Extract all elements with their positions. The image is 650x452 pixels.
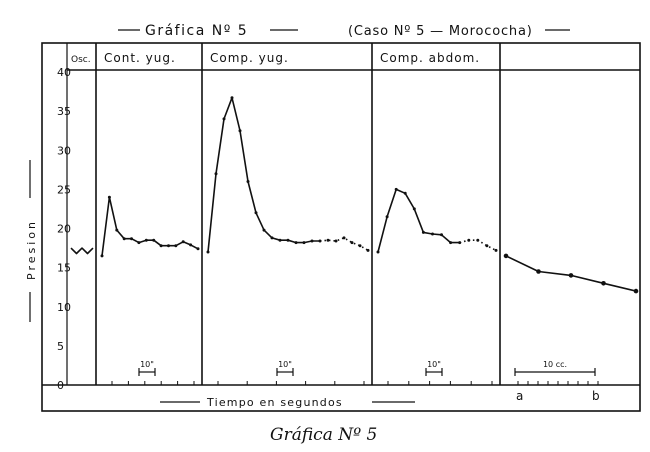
- data-point: [262, 228, 266, 232]
- data-point: [238, 129, 242, 133]
- data-point: [326, 238, 330, 242]
- panel-label: Cont. yug.: [104, 51, 176, 65]
- chart-title: Gráfica Nº 5: [145, 23, 248, 39]
- data-point: [334, 239, 338, 243]
- data-point: [196, 247, 200, 251]
- data-point: [421, 230, 425, 234]
- data-point: [494, 248, 498, 252]
- panel-1: Cont. yug. 10": [100, 51, 200, 385]
- data-point: [144, 238, 148, 242]
- data-point: [633, 288, 639, 294]
- data-point: [230, 96, 234, 100]
- y-tick-label: 35: [57, 105, 71, 118]
- data-point: [440, 233, 443, 237]
- data-point: [246, 180, 250, 183]
- panel-label: Comp. abdom.: [380, 51, 480, 65]
- data-point: [278, 238, 282, 242]
- y-tick-label: 0: [57, 379, 64, 392]
- data-point: [167, 244, 170, 248]
- figure-caption: Gráfica Nº 5: [270, 425, 377, 445]
- y-axis-label: Presion: [25, 219, 38, 280]
- data-point: [568, 273, 574, 278]
- y-tick-label: 30: [57, 144, 71, 157]
- data-point: [294, 241, 298, 245]
- data-point: [394, 187, 398, 191]
- panels: Osc. Cont. yug.10"Comp. yug.10"Comp. abdo…: [66, 43, 639, 403]
- data-point: [122, 237, 126, 241]
- data-point: [601, 281, 606, 286]
- chart-subtitle: (Caso Nº 5 — Morococha): [348, 24, 533, 39]
- data-point: [412, 207, 416, 211]
- data-point: [467, 238, 471, 242]
- x-endpoint-label: b: [592, 389, 600, 403]
- data-point: [485, 244, 489, 248]
- x-axis-label: Tiempo en segundos: [206, 396, 343, 409]
- data-point: [107, 195, 111, 199]
- data-point: [385, 215, 389, 219]
- data-point: [458, 241, 462, 245]
- scale-bar-label: 10 cc.: [543, 360, 567, 369]
- data-point: [358, 244, 362, 248]
- data-point: [536, 269, 541, 274]
- y-tick-label: 40: [57, 66, 71, 79]
- series-line: [377, 188, 460, 253]
- data-point: [206, 250, 210, 254]
- panel-label: Comp. yug.: [210, 51, 289, 65]
- scale-bar-label: 10": [140, 360, 154, 369]
- panel-4: 10 cc. a b: [503, 253, 639, 403]
- series-line: [70, 247, 94, 255]
- outer-frame: [41, 42, 641, 412]
- data-point: [302, 241, 306, 245]
- scale-bar-label: 10": [427, 360, 441, 369]
- data-point: [403, 191, 407, 195]
- data-point: [286, 238, 290, 242]
- data-point: [310, 239, 314, 243]
- data-point: [350, 241, 354, 245]
- data-point: [376, 250, 380, 254]
- data-point: [152, 238, 156, 242]
- panel-0: Osc.: [70, 55, 94, 255]
- y-tick-label: 10: [57, 301, 71, 314]
- data-point: [130, 237, 133, 241]
- y-tick-label: 15: [57, 262, 71, 275]
- data-point: [137, 241, 141, 245]
- scale-bar-label: 10": [278, 360, 292, 369]
- y-tick-label: 5: [57, 340, 64, 353]
- y-tick-labels: 0 5 10 15 20 25 30 35 40: [57, 66, 71, 392]
- data-point: [318, 239, 322, 243]
- data-point: [115, 228, 119, 232]
- series-line: [101, 196, 199, 257]
- data-point: [449, 241, 453, 245]
- data-point: [254, 211, 258, 215]
- y-tick-label: 25: [57, 183, 71, 196]
- data-point: [159, 244, 163, 248]
- data-point: [100, 254, 104, 258]
- data-point: [476, 238, 480, 242]
- panel-3: Comp. abdom. 10": [376, 51, 498, 385]
- panel-2: Comp. yug. 10": [206, 51, 370, 385]
- y-tick-label: 20: [57, 223, 71, 236]
- data-point: [342, 236, 346, 240]
- panel-label: Osc.: [71, 55, 91, 65]
- data-point: [189, 243, 193, 247]
- data-point: [366, 248, 370, 252]
- data-point: [214, 172, 218, 176]
- data-point: [222, 117, 226, 121]
- x-endpoint-label: a: [516, 389, 523, 403]
- data-point: [174, 244, 178, 248]
- data-point: [181, 240, 185, 244]
- data-point: [270, 236, 274, 240]
- data-point: [431, 232, 434, 236]
- series-line-dotted: [459, 239, 497, 252]
- data-point: [503, 253, 509, 259]
